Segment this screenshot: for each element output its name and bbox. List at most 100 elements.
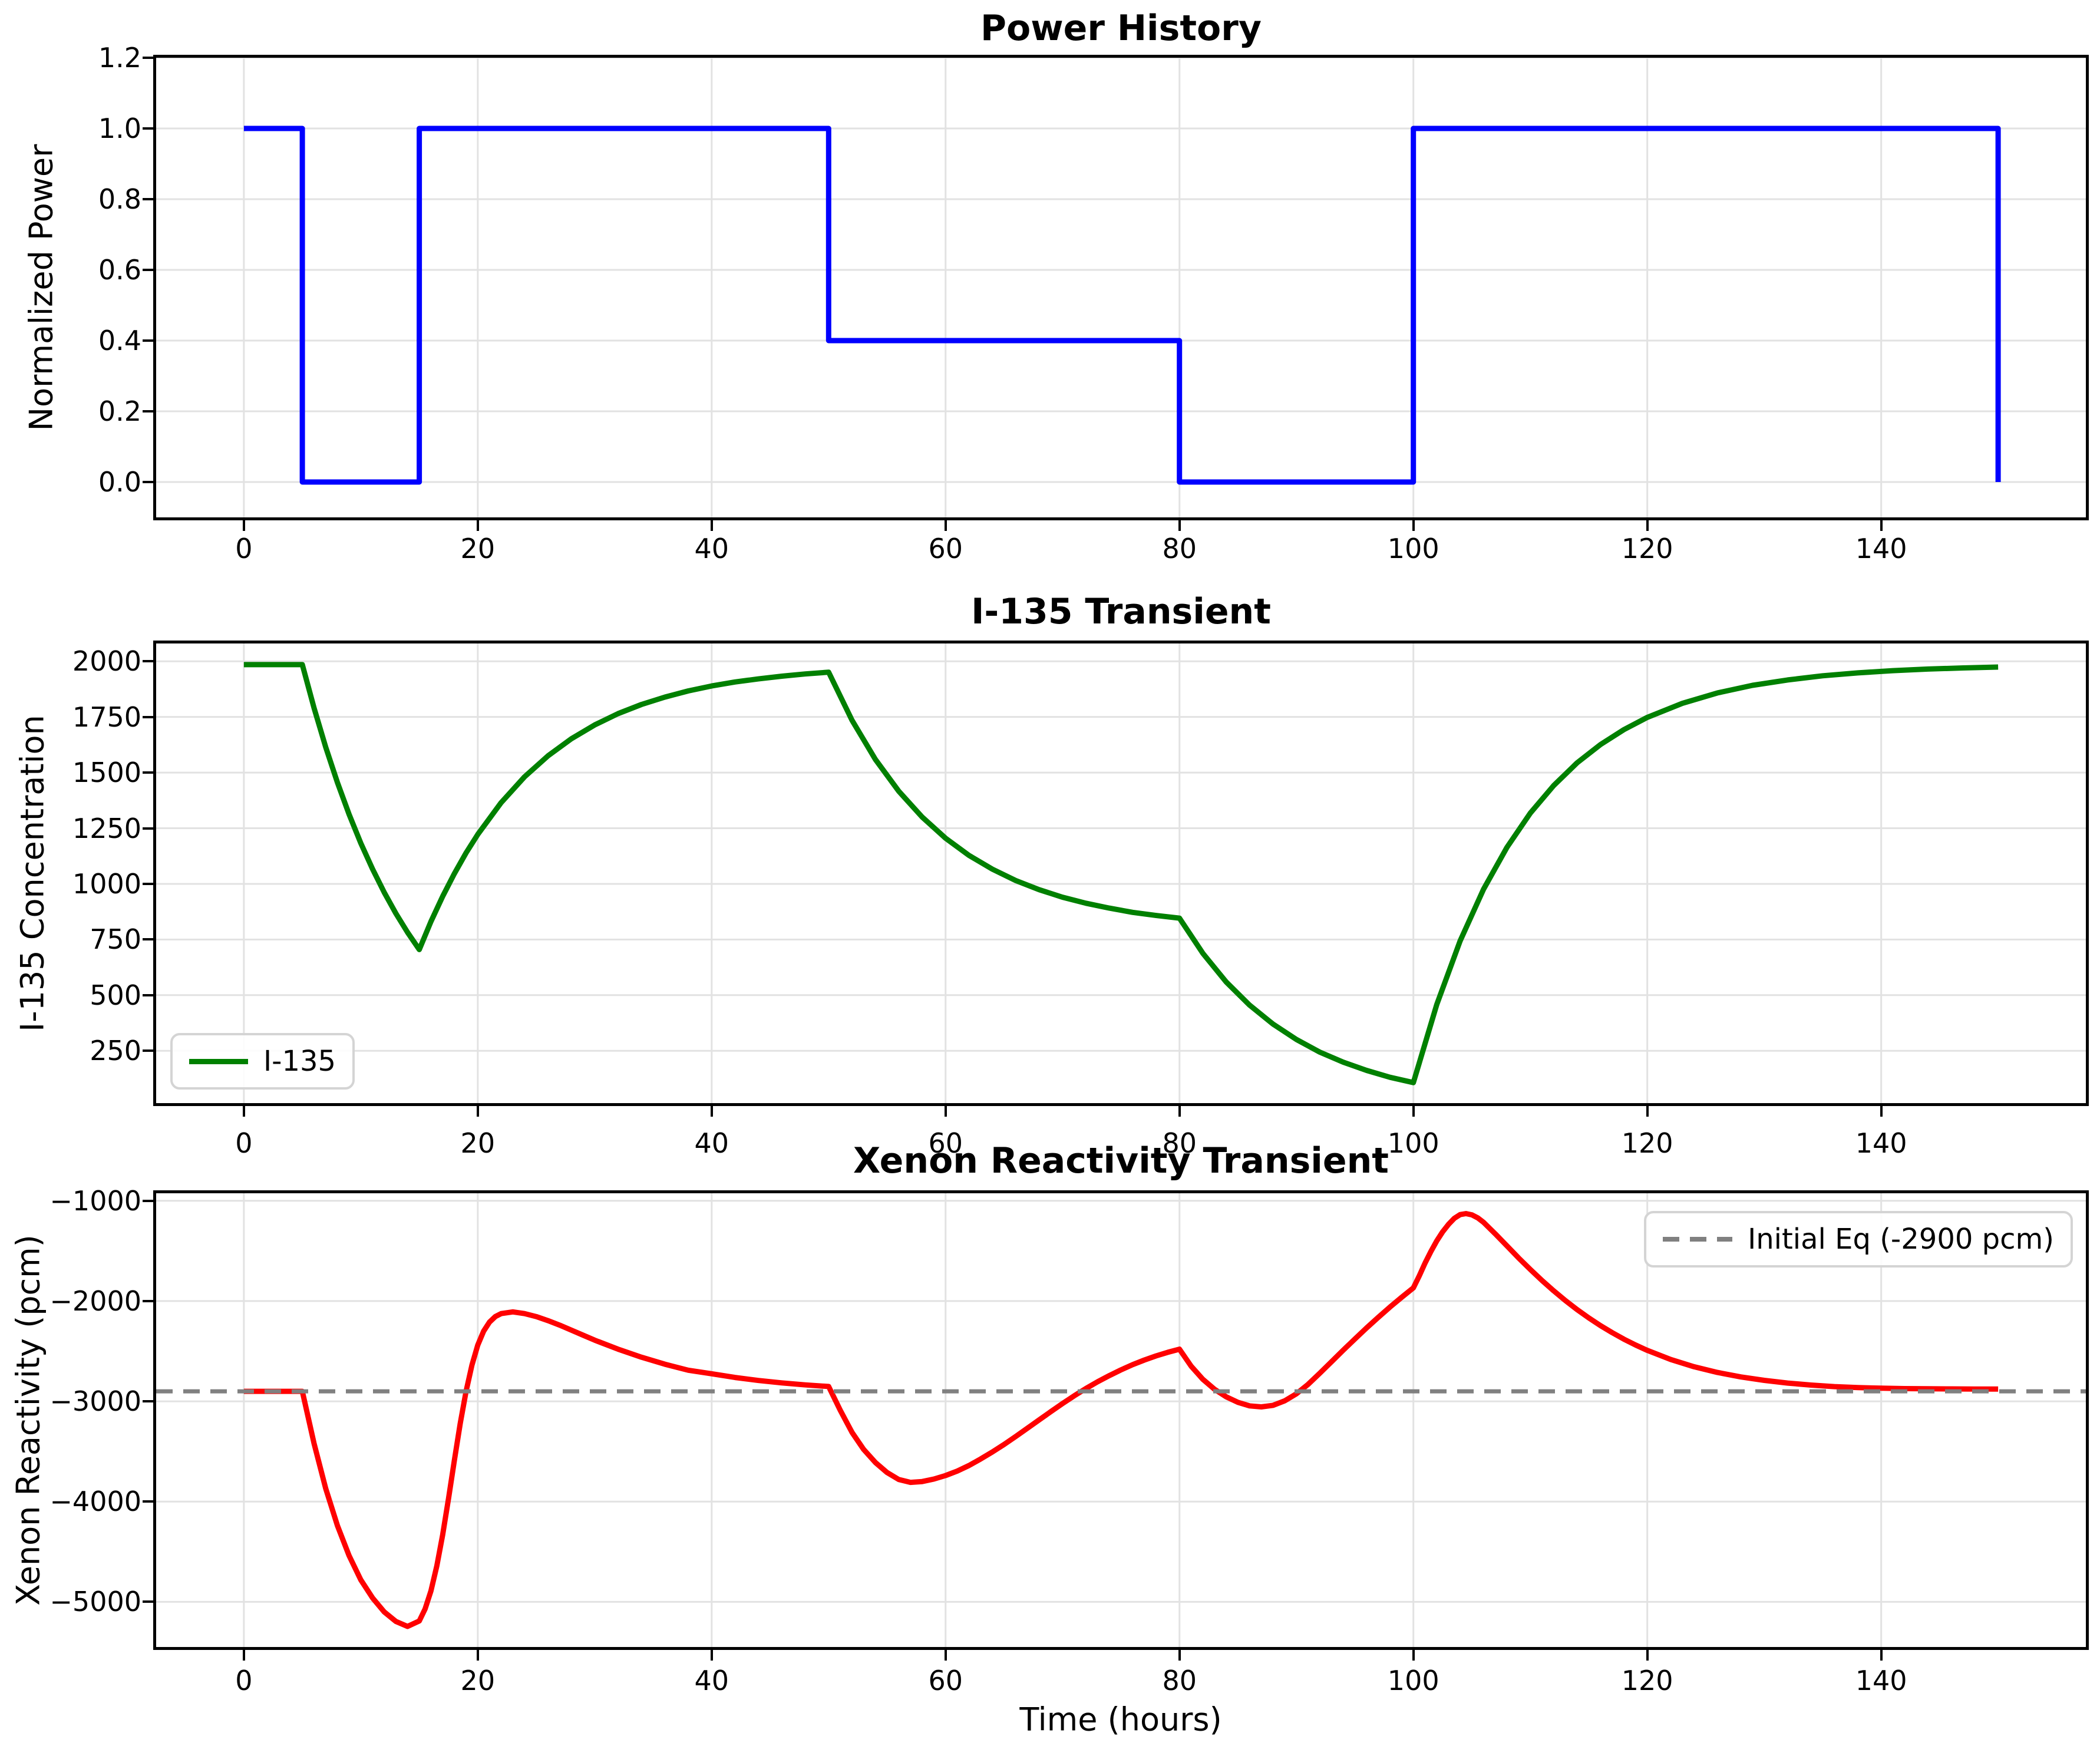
x-tick-mark	[710, 1106, 713, 1117]
x-tick-label: 80	[1162, 1127, 1197, 1159]
y-tick-label: −4000	[49, 1486, 141, 1518]
plot1-power-history-area	[156, 58, 2086, 517]
x-tick-label: 120	[1621, 1665, 1673, 1697]
x-tick-mark	[1646, 1106, 1649, 1117]
x-tick-mark	[1178, 1106, 1181, 1117]
x-tick-label: 0	[235, 533, 253, 565]
x-tick-mark	[944, 1650, 947, 1661]
y-tick-mark	[143, 339, 153, 342]
y-tick-mark	[143, 938, 153, 941]
x-tick-label: 120	[1621, 533, 1673, 565]
y-tick-mark	[143, 715, 153, 718]
y-tick-mark	[143, 1299, 153, 1302]
y-tick-mark	[143, 410, 153, 412]
x-tick-mark	[1178, 1650, 1181, 1661]
x-tick-label: 0	[235, 1127, 253, 1159]
x-tick-mark	[476, 1650, 479, 1661]
y-tick-label: 250	[90, 1035, 141, 1067]
y-tick-label: 1000	[72, 867, 141, 900]
y-tick-mark	[143, 127, 153, 130]
y-tick-mark	[143, 994, 153, 996]
y-tick-mark	[143, 1500, 153, 1503]
y-tick-label: 1500	[72, 757, 141, 789]
y-tick-label: 1750	[72, 701, 141, 733]
x-tick-mark	[242, 1650, 245, 1661]
y-tick-label: 0.4	[98, 325, 141, 357]
initial-eq-legend-label: Initial Eq (-2900 pcm)	[1748, 1223, 2054, 1256]
y-tick-mark	[143, 198, 153, 200]
x-tick-label: 20	[460, 1127, 496, 1159]
x-tick-mark	[1178, 520, 1181, 531]
x-tick-mark	[1412, 1106, 1415, 1117]
y-tick-mark	[143, 882, 153, 885]
y-tick-label: 0.0	[98, 466, 141, 498]
y-tick-label: 500	[90, 979, 141, 1011]
x-tick-mark	[944, 520, 947, 531]
x-tick-mark	[1412, 1650, 1415, 1661]
plot3-axes	[153, 1190, 2089, 1650]
x-tick-label: 60	[928, 1127, 963, 1159]
x-tick-mark	[710, 1650, 713, 1661]
y-tick-mark	[143, 771, 153, 774]
series-line-normalized-power	[243, 126, 2001, 485]
y-tick-label: 0.2	[98, 395, 141, 427]
i135-legend-label: I-135	[263, 1045, 336, 1078]
y-tick-mark	[143, 1600, 153, 1603]
x-tick-mark	[242, 520, 245, 531]
y-tick-label: −1000	[49, 1184, 141, 1217]
series-line-i-135	[243, 662, 1999, 1085]
y-tick-label: 1.0	[98, 113, 141, 144]
plot2-i135-area	[156, 643, 2086, 1103]
x-tick-label: 100	[1387, 1127, 1439, 1159]
x-tick-label: 20	[460, 533, 496, 565]
y-tick-mark	[143, 57, 153, 59]
plot1-title: Power History	[980, 8, 1262, 49]
x-tick-label: 60	[928, 533, 963, 565]
x-tick-label: 40	[694, 1665, 729, 1697]
x-tick-label: 40	[694, 1127, 729, 1159]
series-line-xenon-reactivity	[243, 1211, 1999, 1629]
x-tick-label: 140	[1855, 1127, 1907, 1159]
y-tick-label: −3000	[49, 1385, 141, 1418]
y-tick-mark	[143, 1400, 153, 1403]
x-tick-label: 40	[694, 533, 729, 565]
x-tick-mark	[476, 1106, 479, 1117]
x-tick-mark	[1880, 1106, 1883, 1117]
y-tick-mark	[143, 827, 153, 830]
x-tick-mark	[1646, 520, 1649, 531]
x-tick-label: 140	[1855, 533, 1907, 565]
plot2-axes	[153, 641, 2089, 1106]
x-tick-mark	[944, 1106, 947, 1117]
x-tick-label: 140	[1855, 1665, 1907, 1697]
x-tick-label: 20	[460, 1665, 496, 1697]
x-tick-mark	[476, 520, 479, 531]
x-tick-label: 80	[1162, 1665, 1197, 1697]
y-tick-label: 2000	[72, 645, 141, 678]
x-tick-label: 100	[1387, 533, 1439, 565]
initial-eq-legend-dashed-line-sample	[1663, 1237, 1733, 1242]
y-tick-label: 1250	[72, 812, 141, 844]
plot3-title: Xenon Reactivity Transient	[853, 1140, 1389, 1181]
plot3-legend: Initial Eq (-2900 pcm)	[1644, 1211, 2073, 1268]
y-tick-label: 1.2	[98, 42, 141, 74]
y-tick-label: 750	[90, 923, 141, 956]
y-tick-label: 0.6	[98, 254, 141, 286]
y-tick-label: 0.8	[98, 183, 141, 215]
plot3-xenon-reactivity-area	[156, 1193, 2086, 1647]
x-tick-mark	[1646, 1650, 1649, 1661]
x-axis-label: Time (hours)	[1019, 1701, 1222, 1738]
x-tick-mark	[1412, 520, 1415, 531]
y-tick-label: −2000	[49, 1285, 141, 1317]
y-tick-mark	[143, 660, 153, 663]
y-tick-mark	[143, 1199, 153, 1202]
y-tick-label: −5000	[49, 1586, 141, 1618]
i135-legend-line-sample	[189, 1058, 248, 1064]
x-tick-label: 60	[928, 1665, 963, 1697]
plot2-legend: I-135	[170, 1033, 355, 1090]
x-tick-label: 100	[1387, 1665, 1439, 1697]
x-tick-mark	[710, 520, 713, 531]
x-tick-mark	[1880, 520, 1883, 531]
y-tick-mark	[143, 269, 153, 271]
x-tick-mark	[242, 1106, 245, 1117]
x-tick-label: 120	[1621, 1127, 1673, 1159]
